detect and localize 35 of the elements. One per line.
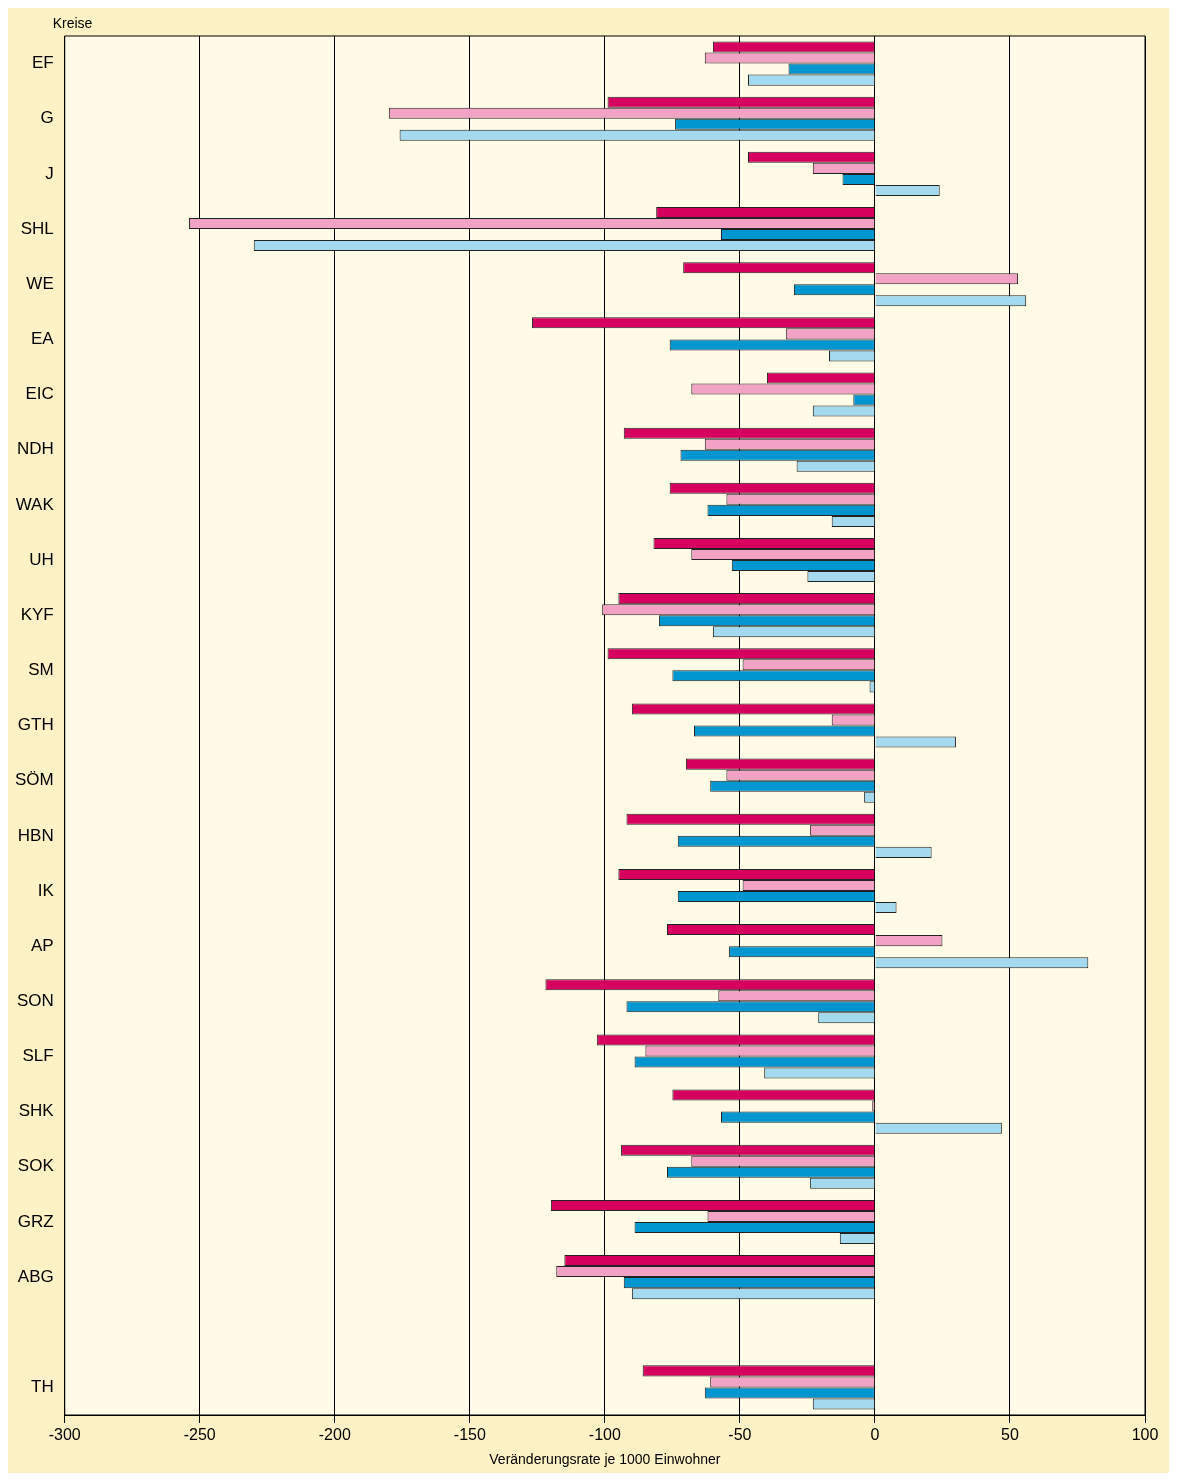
y-tick-label: IK [37, 880, 55, 900]
y-tick-label: G [40, 108, 54, 128]
y-tick-label: WAK [15, 494, 55, 514]
y-tick-label: EIC [25, 384, 54, 404]
y-tick-label: GTH [17, 715, 54, 735]
x-axis-title: Veränderungsrate je 1000 Einwohner [489, 1451, 721, 1468]
y-tick-label: HBN [17, 825, 54, 845]
y-tick-label: WE [26, 273, 54, 293]
x-tick-label: -100 [588, 1426, 621, 1444]
x-tick-label: -200 [318, 1426, 351, 1444]
x-tick-label: 0 [870, 1426, 880, 1444]
x-tick-label: -150 [453, 1426, 486, 1444]
y-tick-label: NDH [16, 439, 54, 459]
x-tick-label: -300 [48, 1426, 81, 1444]
y-tick-label: SM [28, 660, 54, 680]
x-tick-label: 100 [1131, 1426, 1159, 1444]
x-tick-label: 50 [1001, 1426, 1019, 1444]
y-tick-label: SON [16, 990, 54, 1010]
y-tick-label: KYF [20, 604, 54, 624]
y-tick-label: SÖM [14, 770, 54, 790]
x-tick-label: -250 [183, 1426, 216, 1444]
y-axis-title: Kreise [52, 14, 93, 31]
y-tick-label: TH [31, 1377, 54, 1397]
y-tick-label: UH [29, 549, 54, 569]
y-tick-label: J [45, 163, 54, 183]
y-tick-label: SHK [18, 1101, 55, 1121]
x-tick-label: -50 [728, 1426, 752, 1444]
y-tick-label: SHL [20, 218, 54, 238]
y-tick-label: SOK [17, 1156, 55, 1176]
y-tick-label: SLF [22, 1046, 54, 1066]
y-tick-label: EF [31, 53, 54, 73]
y-tick-label: AP [31, 935, 54, 955]
y-tick-label: EA [31, 329, 55, 349]
y-tick-label: ABG [17, 1266, 54, 1286]
y-tick-label: GRZ [17, 1211, 54, 1231]
